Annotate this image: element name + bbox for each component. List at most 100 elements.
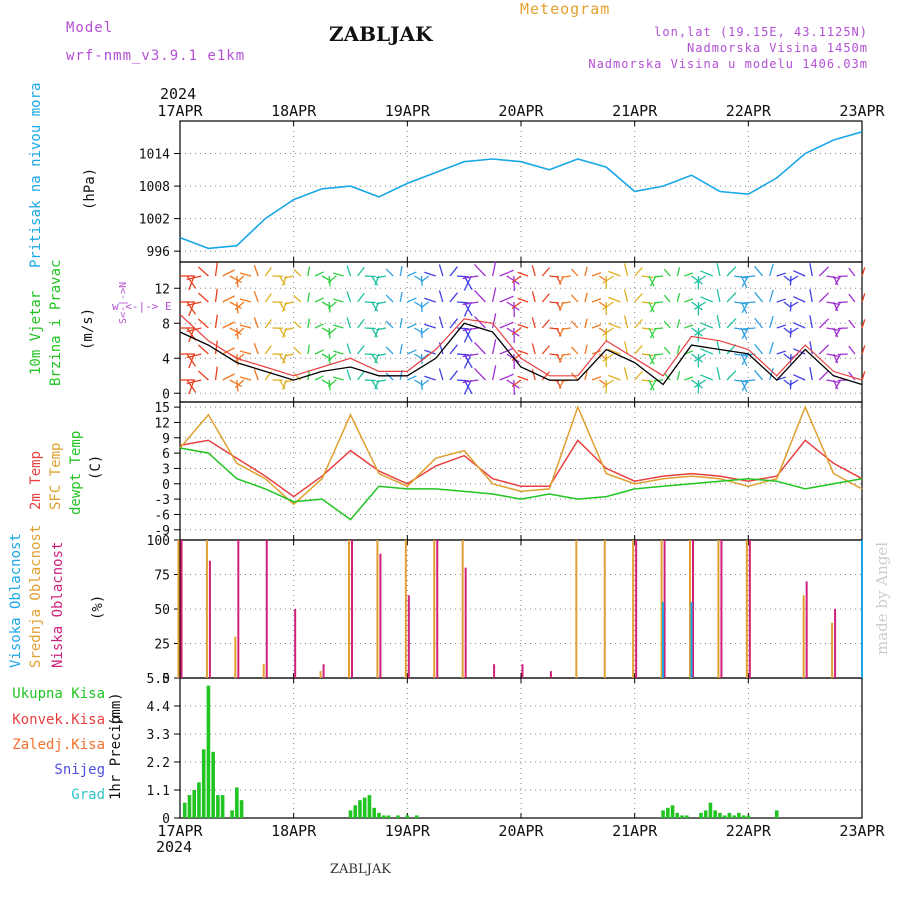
wind-arrow — [832, 301, 839, 312]
wind-arrow — [602, 379, 614, 388]
date-label-top: 21APR — [612, 102, 658, 120]
wind-arrow — [608, 322, 621, 329]
wind-arrow — [284, 379, 294, 383]
wind-arrow — [641, 353, 654, 357]
wind-arrow — [462, 353, 479, 358]
y-tick-label: 1002 — [139, 213, 170, 228]
wind-arrow — [861, 319, 866, 329]
precip-bar — [372, 807, 376, 818]
wind-arrow — [570, 268, 579, 277]
wind-arrow — [649, 275, 657, 287]
wind-arrow — [740, 327, 748, 341]
wind-arrow — [293, 294, 302, 303]
wind-arrow — [457, 301, 470, 304]
wind-arrow — [793, 374, 806, 381]
wind-arrow — [517, 349, 529, 355]
wind-arrow — [424, 323, 436, 329]
wind-arrow — [424, 349, 436, 355]
wind-arrow — [314, 375, 324, 381]
y-tick-label: 25 — [154, 638, 170, 653]
wind-arrow — [229, 327, 242, 336]
wind-arrow — [676, 267, 681, 277]
wind-arrow — [333, 376, 344, 381]
wind-arrow — [769, 315, 774, 329]
wind-speed-line — [179, 322, 863, 386]
wind-arrow — [623, 315, 629, 329]
wind-arrow — [591, 375, 602, 381]
wind-arrow — [449, 292, 459, 303]
precip-bar — [727, 812, 732, 818]
wind-arrow — [826, 327, 840, 332]
date-label-top: 17APR — [157, 102, 203, 120]
wind-arrow — [197, 266, 209, 277]
wind-arrow — [776, 298, 786, 303]
wind-arrow — [473, 289, 486, 303]
precip-bar — [358, 800, 362, 818]
wind-arrow — [357, 344, 365, 355]
wind-arrow — [740, 353, 748, 367]
wind-arrow — [253, 342, 259, 355]
wind-arrow — [327, 353, 337, 362]
wind-arrow — [229, 275, 242, 284]
precip-bar — [708, 802, 713, 818]
wind-arrow — [837, 327, 848, 330]
y-tick-label: 15 — [154, 401, 170, 416]
date-label-bottom: 17APR — [157, 822, 203, 840]
wind-arrow — [333, 350, 344, 355]
wind-arrow — [623, 289, 629, 303]
elevation-label: Nadmorska Visina 1450m — [687, 41, 868, 55]
wind-arrow — [531, 343, 536, 355]
wind-arrow — [676, 371, 681, 381]
wind-arrow — [691, 379, 703, 389]
y-tick-label: -9 — [154, 524, 170, 539]
wind-arrow — [694, 353, 707, 362]
date-label-bottom: 22APR — [726, 822, 772, 840]
wind-arrow — [499, 373, 514, 381]
wind-arrow — [506, 327, 520, 337]
wind-arrow — [769, 341, 774, 355]
wind-arrow — [700, 348, 714, 355]
wind-arrow — [357, 370, 365, 381]
wind-arrow — [424, 375, 436, 381]
wind-arrow — [253, 264, 259, 277]
wind-arrow — [307, 318, 311, 329]
wind-arrow — [648, 301, 655, 313]
dewpoint-line — [179, 447, 863, 521]
y-tick-label: 1014 — [139, 148, 170, 163]
wind-arrow — [239, 376, 252, 381]
wind-arrow — [832, 353, 839, 364]
wind-arrow — [438, 316, 444, 329]
precip-bar — [732, 815, 736, 818]
wind-arrow — [826, 275, 840, 280]
wind-arrow — [264, 267, 272, 277]
wind-arrow — [837, 275, 848, 278]
wind-arrow — [399, 292, 403, 303]
wind-arrow — [333, 298, 344, 303]
wind-arrow — [346, 369, 352, 381]
wind-arrow — [371, 301, 379, 312]
date-label-bottom: 18APR — [271, 822, 317, 840]
wind-arrow — [734, 353, 748, 357]
wind-arrow — [726, 370, 737, 381]
wind-arrow — [741, 301, 749, 314]
wind-arrow — [284, 353, 294, 357]
wind-arrow — [834, 301, 842, 311]
wind-arrow — [602, 301, 614, 310]
wind-arrow — [506, 379, 520, 389]
wind-arrow — [264, 345, 272, 355]
precip-bar — [774, 810, 779, 818]
wind-arrow — [506, 301, 520, 311]
wind-arrow — [861, 293, 866, 303]
wind-arrow — [818, 266, 830, 277]
wind-arrow — [649, 353, 657, 365]
date-label-bottom: 20APR — [498, 822, 544, 840]
wind-arrow — [602, 353, 614, 362]
wind-arrow — [234, 379, 245, 388]
wind-arrow — [222, 269, 235, 277]
wind-arrow — [818, 292, 830, 303]
wind-arrow — [327, 275, 337, 284]
wind-arrow — [385, 320, 394, 329]
precip-bar — [197, 782, 201, 818]
precip-bar — [377, 812, 381, 818]
wind-arrow — [239, 350, 252, 355]
